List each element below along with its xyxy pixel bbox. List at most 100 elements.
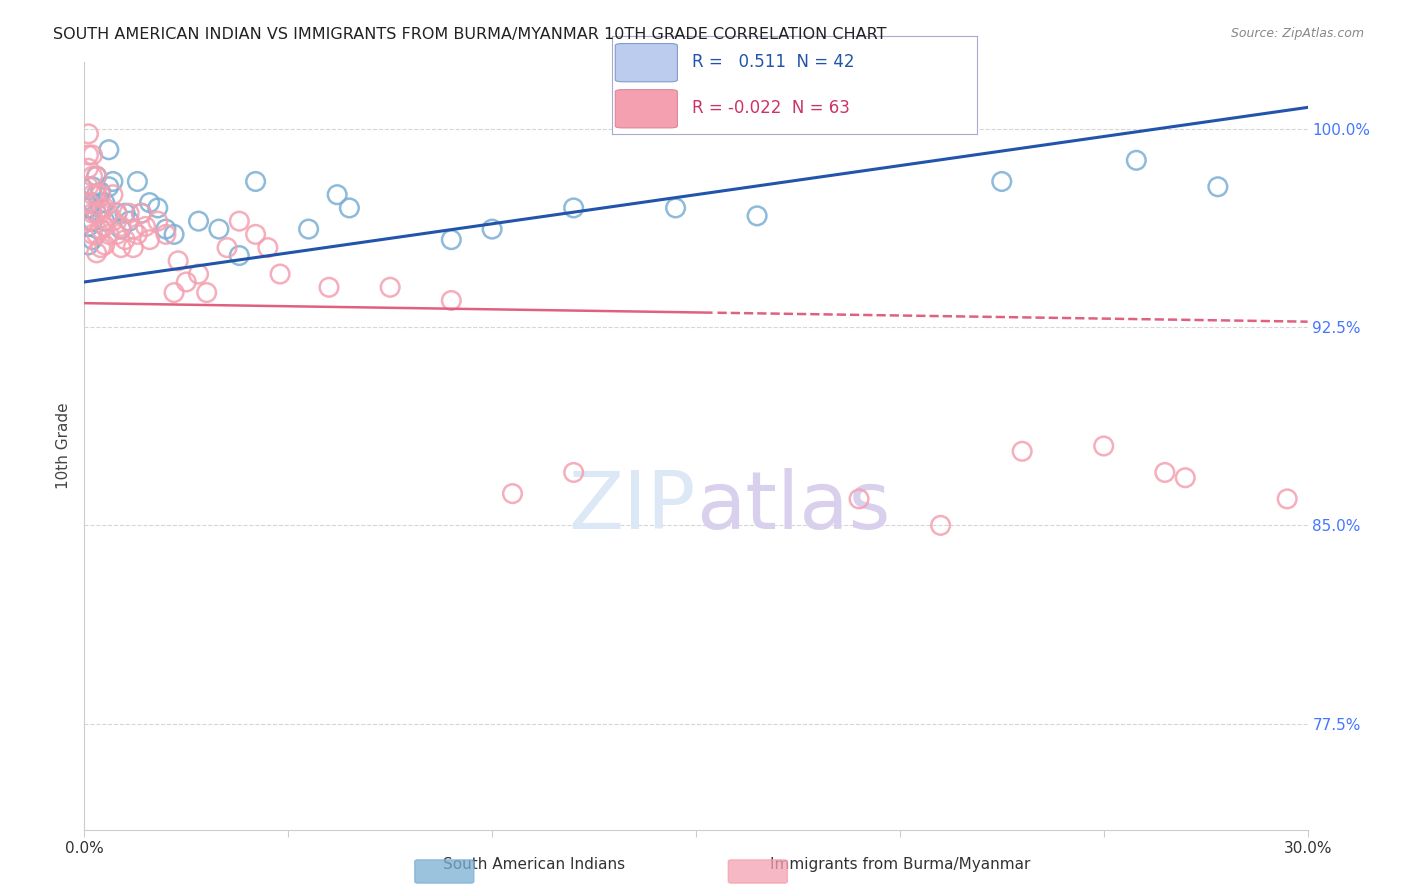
Point	[77, 127, 100, 141]
Point	[97, 143, 120, 157]
Point	[82, 187, 104, 202]
Point	[86, 206, 108, 220]
Point	[502, 486, 524, 500]
Point	[122, 241, 145, 255]
Point	[77, 238, 100, 252]
Text: atlas: atlas	[696, 468, 890, 547]
Point	[101, 214, 124, 228]
Text: R =   0.511  N = 42: R = 0.511 N = 42	[692, 54, 855, 71]
Point	[1206, 179, 1229, 194]
Point	[77, 161, 100, 176]
Point	[82, 214, 104, 228]
Point	[562, 201, 585, 215]
Point	[1011, 444, 1033, 458]
Point	[146, 214, 169, 228]
Text: South American Indians: South American Indians	[443, 857, 626, 872]
Text: SOUTH AMERICAN INDIAN VS IMMIGRANTS FROM BURMA/MYANMAR 10TH GRADE CORRELATION CH: SOUTH AMERICAN INDIAN VS IMMIGRANTS FROM…	[53, 27, 887, 42]
Point	[82, 227, 104, 242]
Point	[82, 206, 104, 220]
Point	[298, 222, 321, 236]
Point	[105, 206, 128, 220]
Point	[86, 187, 108, 202]
Text: Immigrants from Burma/Myanmar: Immigrants from Burma/Myanmar	[769, 857, 1031, 872]
Point	[122, 222, 145, 236]
Point	[86, 169, 108, 184]
Point	[127, 174, 149, 188]
Point	[195, 285, 218, 300]
Point	[118, 206, 141, 220]
Point	[138, 195, 160, 210]
Point	[90, 206, 112, 220]
FancyBboxPatch shape	[616, 90, 678, 128]
Point	[440, 233, 463, 247]
Point	[1125, 153, 1147, 168]
Point	[110, 219, 132, 234]
Point	[90, 241, 112, 255]
Point	[1154, 466, 1177, 480]
Point	[86, 246, 108, 260]
Point	[110, 241, 132, 255]
Point	[155, 227, 177, 242]
Text: ZIP: ZIP	[568, 468, 696, 547]
Point	[82, 195, 104, 210]
Point	[101, 187, 124, 202]
Point	[127, 227, 149, 242]
Point	[86, 227, 108, 242]
Point	[97, 179, 120, 194]
Point	[167, 253, 190, 268]
Point	[135, 219, 157, 234]
Point	[90, 185, 112, 199]
Point	[326, 187, 349, 202]
Point	[163, 227, 186, 242]
Point	[82, 233, 104, 247]
Point	[228, 248, 250, 262]
Point	[131, 206, 153, 220]
Point	[1092, 439, 1115, 453]
Point	[665, 201, 688, 215]
Point	[77, 219, 100, 234]
Point	[118, 214, 141, 228]
Point	[562, 466, 585, 480]
Point	[318, 280, 340, 294]
Point	[991, 174, 1014, 188]
Point	[440, 293, 463, 308]
Point	[114, 233, 136, 247]
Point	[82, 179, 104, 194]
Point	[77, 148, 100, 162]
Point	[101, 174, 124, 188]
Point	[77, 195, 100, 210]
Point	[929, 518, 952, 533]
Point	[481, 222, 503, 236]
Point	[93, 201, 115, 215]
Point	[1174, 471, 1197, 485]
Point	[245, 227, 267, 242]
Point	[245, 174, 267, 188]
FancyBboxPatch shape	[616, 44, 678, 82]
Point	[155, 222, 177, 236]
Point	[228, 214, 250, 228]
Point	[77, 214, 100, 228]
Point	[380, 280, 402, 294]
Point	[77, 179, 100, 194]
Point	[90, 201, 112, 215]
Point	[848, 491, 870, 506]
Point	[131, 206, 153, 220]
Point	[86, 206, 108, 220]
Point	[86, 169, 108, 184]
Point	[97, 206, 120, 220]
Point	[93, 214, 115, 228]
Point	[93, 238, 115, 252]
Point	[339, 201, 361, 215]
Point	[86, 187, 108, 202]
Point	[82, 148, 104, 162]
Point	[257, 241, 280, 255]
Point	[93, 195, 115, 210]
Point	[110, 222, 132, 236]
Point	[146, 201, 169, 215]
Point	[77, 201, 100, 215]
Point	[187, 214, 209, 228]
Point	[82, 169, 104, 184]
Point	[269, 267, 291, 281]
Y-axis label: 10th Grade: 10th Grade	[56, 402, 72, 490]
Text: R = -0.022  N = 63: R = -0.022 N = 63	[692, 99, 849, 117]
